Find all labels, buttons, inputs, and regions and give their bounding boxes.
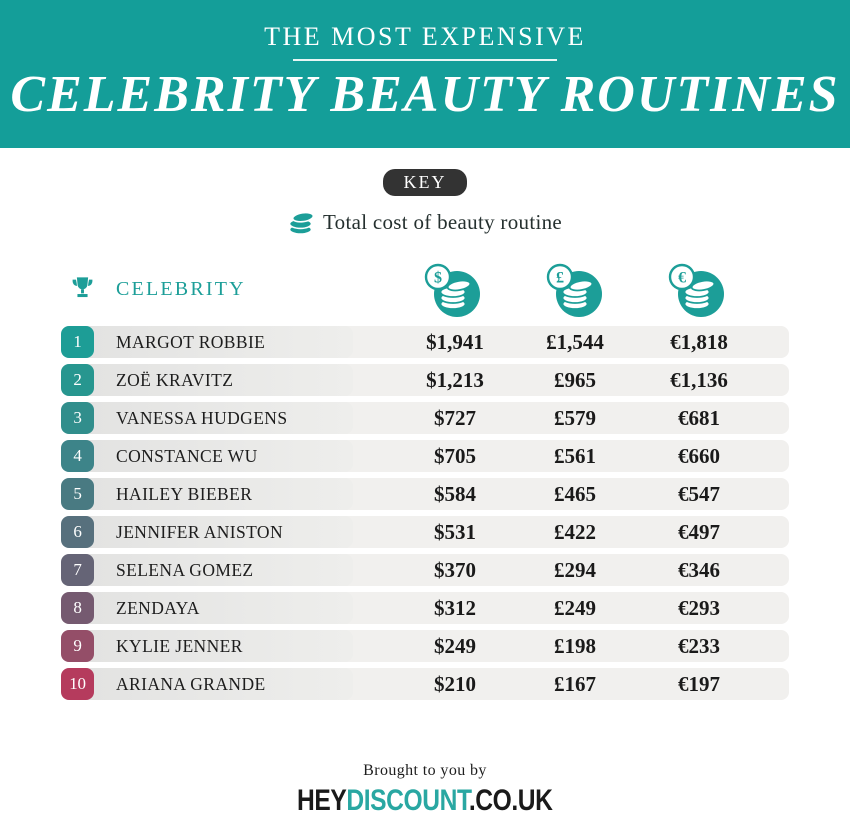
table-row: 2 ZOË KRAVITZ $1,213 £965 €1,136 [61,364,789,396]
celebrity-name: KYLIE JENNER [116,636,243,656]
key-badge: KEY [383,169,467,196]
rank-badge: 10 [61,668,94,700]
legend-row: Total cost of beauty routine [0,207,850,237]
eur-value: €1,136 [670,368,728,392]
celebrity-name: CONSTANCE WU [116,446,258,466]
table-row: 9 KYLIE JENNER $249 £198 €233 [61,630,789,662]
name-cell-background [69,516,353,548]
svg-text:$: $ [434,270,442,287]
name-cell-background [69,402,353,434]
usd-coins-icon: $ [423,262,481,320]
usd-value: $584 [434,482,476,506]
coin-stack-icon [288,208,316,236]
celebrity-name: ARIANA GRANDE [116,674,266,694]
hero-subtitle: THE MOST EXPENSIVE [264,22,586,51]
eur-value: €197 [678,672,720,696]
gbp-value: £249 [554,596,596,620]
name-cell-background [69,592,353,624]
eur-value: €547 [678,482,720,506]
usd-value: $1,213 [426,368,484,392]
eur-coins-icon: € [667,262,725,320]
eur-value: €660 [678,444,720,468]
legend-label: Total cost of beauty routine [322,209,563,234]
rank-badge: 6 [61,516,94,548]
celebrity-name: JENNIFER ANISTON [116,522,283,542]
rank-badge: 2 [61,364,94,396]
name-cell-background [69,478,353,510]
celebrity-name: ZOË KRAVITZ [116,370,234,390]
usd-value: $249 [434,634,476,658]
usd-value: $312 [434,596,476,620]
eur-value: €1,818 [670,330,728,354]
celebrity-name: HAILEY BIEBER [116,484,253,504]
usd-value: $210 [434,672,476,696]
eur-value: €346 [678,558,720,582]
eur-value: €497 [678,520,720,544]
rank-badge: 8 [61,592,94,624]
hero-header: THE MOST EXPENSIVE CELEBRITY BEAUTY ROUT… [0,0,850,148]
rank-badge: 9 [61,630,94,662]
usd-value: $531 [434,520,476,544]
name-cell-background [69,326,353,358]
gbp-value: £294 [554,558,596,582]
table-row: 3 VANESSA HUDGENS $727 £579 €681 [61,402,789,434]
logo-hey: HEY [297,784,347,817]
eur-value: €233 [678,634,720,658]
table-row: 7 SELENA GOMEZ $370 £294 €346 [61,554,789,586]
gbp-value: £579 [554,406,596,430]
gbp-value: £1,544 [546,330,604,354]
page-title: CELEBRITY BEAUTY ROUTINES [10,66,840,123]
logo-couk: .CO.UK [469,784,553,817]
rank-badge: 5 [61,478,94,510]
table-rows: 1 MARGOT ROBBIE $1,941 £1,544 €1,818 2 Z… [61,326,789,700]
name-cell-background [69,554,353,586]
eur-value: €681 [678,406,720,430]
table-row: 10 ARIANA GRANDE $210 £167 €197 [61,668,789,700]
gbp-coins-icon: £ [545,262,603,320]
table-row: 8 ZENDAYA $312 £249 €293 [61,592,789,624]
table-row: 5 HAILEY BIEBER $584 £465 €547 [61,478,789,510]
ranking-table: CELEBRITY $ [61,260,789,700]
trophy-icon [69,274,96,306]
gbp-value: £167 [554,672,596,696]
gbp-value: £561 [554,444,596,468]
rank-badge: 7 [61,554,94,586]
celebrity-name: MARGOT ROBBIE [116,332,266,352]
celebrity-name: SELENA GOMEZ [116,560,254,580]
rank-badge: 1 [61,326,94,358]
name-cell-background [69,668,353,700]
gbp-value: £422 [554,520,596,544]
footer: Brought to you by HEYDISCOUNT.CO.UK [0,762,850,818]
usd-value: $705 [434,444,476,468]
gbp-value: £465 [554,482,596,506]
footer-tagline: Brought to you by [363,762,487,779]
gbp-value: £965 [554,368,596,392]
eur-value: €293 [678,596,720,620]
table-row: 6 JENNIFER ANISTON $531 £422 €497 [61,516,789,548]
rank-badge: 3 [61,402,94,434]
svg-text:€: € [678,270,686,287]
logo-discount: DISCOUNT [346,784,470,817]
gbp-value: £198 [554,634,596,658]
name-cell-background [69,440,353,472]
table-row: 1 MARGOT ROBBIE $1,941 £1,544 €1,818 [61,326,789,358]
heydiscount-logo: HEYDISCOUNT.CO.UK [297,784,553,818]
usd-value: $727 [434,406,476,430]
celebrity-name: ZENDAYA [116,598,200,618]
table-row: 4 CONSTANCE WU $705 £561 €660 [61,440,789,472]
celebrity-column-header: CELEBRITY [116,278,246,300]
table-header-row: CELEBRITY $ [61,260,789,322]
name-cell-background [69,364,353,396]
svg-text:£: £ [556,270,564,287]
usd-value: $1,941 [426,330,484,354]
rank-badge: 4 [61,440,94,472]
usd-value: $370 [434,558,476,582]
subtitle-underline [293,59,557,61]
celebrity-name: VANESSA HUDGENS [116,408,288,428]
name-cell-background [69,630,353,662]
